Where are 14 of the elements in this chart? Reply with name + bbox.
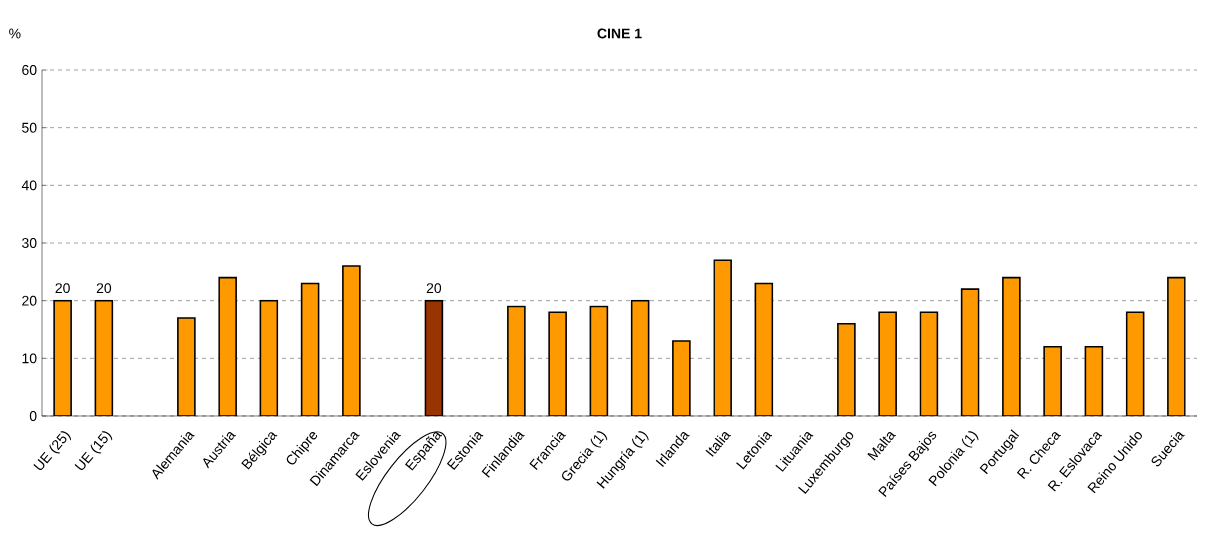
data-label: 20 [55,283,70,294]
y-axis-title: % [9,28,21,39]
data-label: 20 [426,283,442,294]
y-tick-label: 40 [21,180,37,191]
x-tick-label: UE (25) [33,431,72,470]
x-tick-label: UE (15) [74,431,113,470]
y-tick-label: 10 [22,353,37,364]
y-tick-label: 20 [22,295,37,306]
y-tick-label: 50 [22,122,37,133]
y-tick-label: 30 [22,238,37,248]
y-tick-label: 0 [29,411,37,421]
data-label: 20 [96,283,112,294]
chart-title: CINE 1 [597,28,642,39]
y-tick-label: 60 [22,65,37,75]
